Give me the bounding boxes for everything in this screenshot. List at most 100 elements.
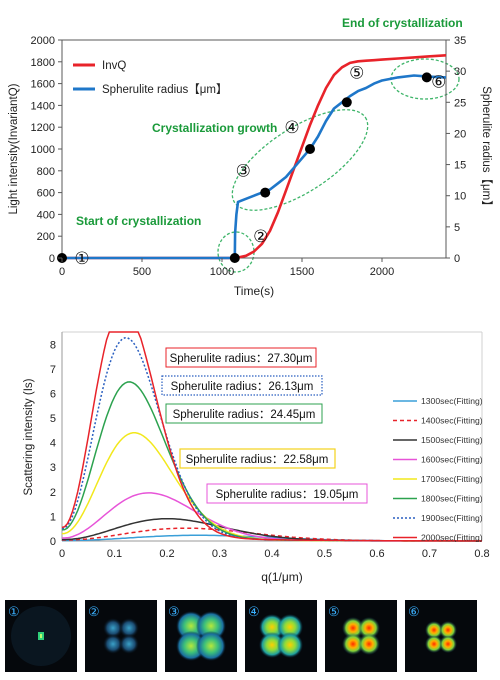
lobe-bottom-left [103,634,123,654]
radius-text-1600: Spherulite radius：19.05μm [216,489,359,501]
stage-marker-3 [260,187,271,198]
lobe-top-right [439,621,457,639]
lobe-bottom-right [358,633,380,655]
radius-text-1900: Spherulite radius：26.13μm [171,381,314,393]
legend-label: 1500sec(Fitting) [421,435,483,445]
stage-label-6: ⑥ [431,72,446,91]
lobe-bottom-right [277,632,303,658]
y-tick-label: 600 [37,188,55,200]
y-tick-label: 2000 [31,35,55,47]
y-tick-label: 400 [37,209,55,221]
legend-label: 2000sec(Fitting) [421,533,483,543]
radius-text-1700: Spherulite radius：22.58μm [186,454,329,466]
bottom-x-tick-label: 0.5 [317,548,332,560]
bottom-y-tick-label: 3 [50,462,56,474]
bottom-x-tick-label: 0.4 [264,548,279,560]
left-y-ticks: 0 200 400 600 800 1000 1200 1400 1600 1800 2000 [31,35,62,265]
bottom-x-tick-label: 0.1 [107,548,122,560]
y-tick-label: 1400 [31,100,55,112]
scattering-image-2: ② [85,600,157,672]
y2-axis-label: Spherulite radius【μm】 [480,86,493,212]
scattering-image-6: ⑥ [405,600,477,672]
radius-box-1900 [161,375,323,396]
image-label-3: ③ [168,604,180,619]
scattering-image-4: ④ [245,600,317,672]
y2-tick-label: 20 [454,128,466,140]
radius-text-2000: Spherulite radius：27.30μm [170,353,313,365]
image-label-1: ① [8,604,20,619]
legend-label: 1300sec(Fitting) [421,396,483,406]
stage-label-1: ① [74,249,89,268]
stage-marker-4 [305,144,315,154]
bottom-x-ticks: 0 0.1 0.2 0.3 0.4 0.5 0.6 0.7 0.8 [59,548,490,560]
y-tick-label: 1000 [31,144,55,156]
image-label-2: ② [88,604,100,619]
legend-label: 1900sec(Fitting) [421,513,483,523]
growth-ellipse [231,109,369,211]
scattering-series-lines [61,331,482,542]
scattering-image-5: ⑤ [325,600,397,672]
bottom-y-tick-label: 1 [50,511,56,523]
lobe-bottom-right [119,634,139,654]
x-tick-label: 2000 [370,266,394,278]
y2-tick-label: 0 [454,253,460,265]
legend-label: 1400sec(Fitting) [421,416,483,426]
legend-label-invq: InvQ [102,60,126,72]
bottom-x-tick-label: 0.2 [159,548,174,560]
bottom-x-tick-label: 0 [59,548,65,560]
crystallization-growth-label: Crystallization growth [152,121,277,135]
y2-tick-label: 25 [454,97,466,109]
stage-marker-6 [421,72,432,83]
y2-tick-label: 10 [454,191,466,203]
image-label-6: ⑥ [408,604,420,619]
bottom-y-tick-label: 5 [50,413,56,425]
image-background [325,600,397,672]
bottom-x-tick-label: 0.8 [474,548,489,560]
y-tick-label: 800 [37,166,55,178]
lobe-bottom-left [342,633,364,655]
legend-label-radius: Spherulite radius【μm】 [102,83,228,96]
stage-markers: ① ② ③ ④ ⑤ ⑥ [57,63,446,268]
lobe-top-left [103,618,123,638]
bottom-x-tick-label: 0.6 [369,548,384,560]
scattering-chart: 0 1 2 3 4 5 6 7 8 0 0.1 0.2 0.3 0.4 0.5 0.6 0.7 0.8 q(1/… [23,331,490,584]
radius-box-2000 [165,347,317,368]
x-tick-label: 500 [133,266,151,278]
y-tick-label: 1200 [31,122,55,134]
lobe-top-left [425,621,443,639]
lobe-bottom-right [196,631,226,661]
scattering-image-strip: ① ② ③ ④ [5,600,477,672]
radius-box-1700 [179,448,336,469]
invq-line [62,54,447,260]
image-background [85,600,157,672]
image-label-4: ④ [248,604,260,619]
stage-label-4: ④ [284,118,299,137]
radius-text-1800: Spherulite radius：24.45μm [173,409,316,421]
bottom-y-tick-label: 7 [50,364,56,376]
bottom-x-tick-label: 0.7 [422,548,437,560]
lobe-bottom-left [425,635,443,653]
right-y-ticks: 0 5 10 15 20 25 30 35 [446,35,466,265]
image-label-5: ⑤ [328,604,340,619]
y2-tick-label: 30 [454,66,466,78]
bottom-y-tick-label: 4 [50,438,56,450]
lobe-top-left [342,617,364,639]
scattering-image-3: ③ [165,600,237,672]
y2-tick-label: 5 [454,222,460,234]
stage-marker-5 [341,97,352,108]
y-tick-label: 1800 [31,57,55,69]
x-tick-label: 1000 [210,266,234,278]
top-legend: InvQ Spherulite radius【μm】 [73,60,228,96]
bottom-y-ticks: 0 1 2 3 4 5 6 7 8 [50,339,56,548]
legend-label: 1800sec(Fitting) [421,494,483,504]
bottom-y-tick-label: 6 [50,388,56,400]
stage-marker-2 [229,253,240,263]
legend-label: 1600sec(Fitting) [421,455,483,465]
lobe-top-right [119,618,139,638]
lobe-top-right [358,617,380,639]
y-tick-label: 200 [37,231,55,243]
legend-label: 1700sec(Fitting) [421,474,483,484]
y-tick-label: 0 [49,253,55,265]
y2-tick-label: 35 [454,35,466,47]
